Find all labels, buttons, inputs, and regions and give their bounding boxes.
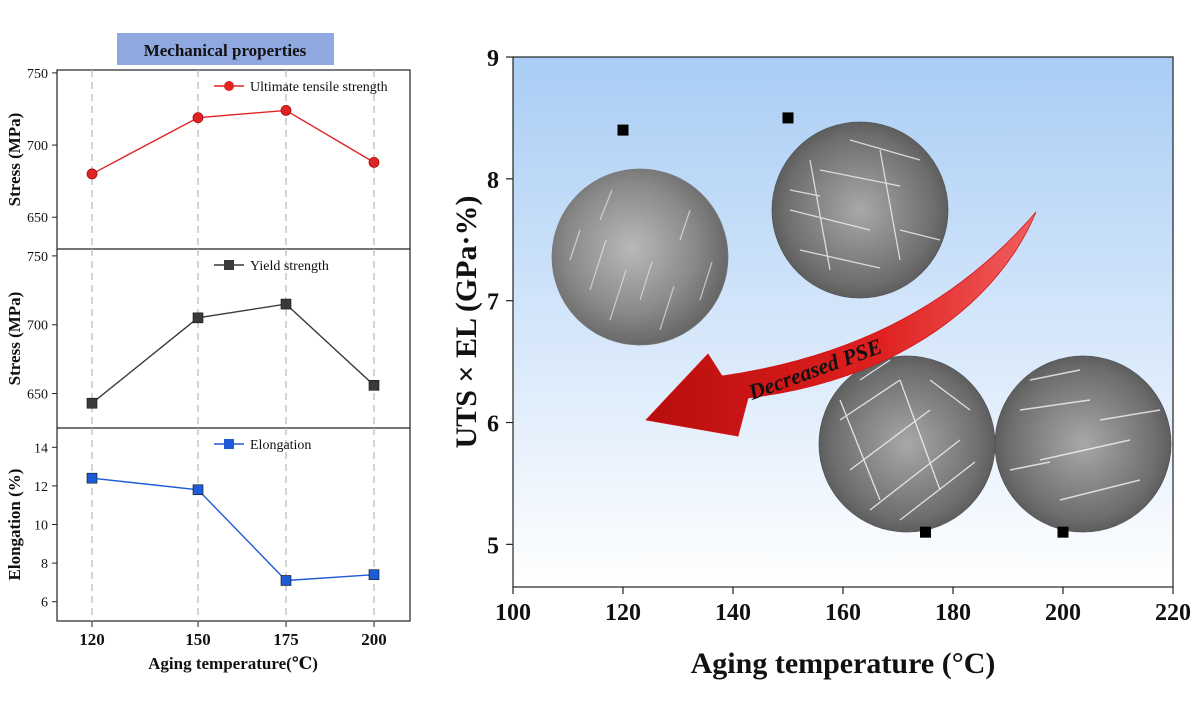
y-tick-label: 9 <box>487 46 499 72</box>
tem-image-175 <box>818 355 996 533</box>
y-tick-label: 750 <box>27 67 48 82</box>
data-point <box>782 112 794 124</box>
y-tick-label: 7 <box>487 290 499 316</box>
x-tick-label: 150 <box>185 630 211 649</box>
x-tick-label: 200 <box>1045 600 1081 626</box>
tem-image-150 <box>771 121 949 299</box>
y-tick-label: 8 <box>487 168 499 194</box>
data-point <box>86 397 98 409</box>
left-header-bg <box>117 33 334 65</box>
left-x-label: Aging temperature(℃) <box>148 654 318 673</box>
y-tick-label: 8 <box>41 557 48 572</box>
y-axis-label: Stress (MPa) <box>5 113 24 207</box>
data-point <box>280 298 292 310</box>
x-tick-label: 120 <box>79 630 105 649</box>
data-point <box>192 484 204 496</box>
x-tick-label: 180 <box>935 600 971 626</box>
data-point <box>86 472 98 484</box>
y-tick-label: 5 <box>487 533 499 559</box>
y-axis-label: Stress (MPa) <box>5 292 24 386</box>
data-point <box>280 105 292 116</box>
tem-image-120 <box>551 168 729 346</box>
data-point <box>192 312 204 324</box>
y-tick-label: 700 <box>27 319 48 334</box>
legend-marker <box>224 260 234 270</box>
right-x-label: Aging temperature (°C) <box>691 647 996 680</box>
y-tick-label: 6 <box>487 412 499 438</box>
data-point <box>617 124 629 136</box>
series-line <box>91 109 375 175</box>
x-tick-label: 200 <box>361 630 387 649</box>
y-tick-label: 650 <box>27 388 48 403</box>
data-point <box>280 575 292 586</box>
x-tick-label: 160 <box>825 600 861 626</box>
y-tick-label: 650 <box>27 211 48 226</box>
y-tick-label: 14 <box>34 441 48 456</box>
x-tick-label: 175 <box>273 630 299 649</box>
legend-label: Elongation <box>250 438 311 453</box>
x-tick-label: 120 <box>605 600 641 626</box>
data-point <box>920 526 931 538</box>
legend-label: Yield strength <box>250 259 329 274</box>
data-point <box>368 380 380 391</box>
subplot-yield: 650 700 750 Stress (MPa) Yield strength <box>5 249 380 428</box>
right-plot: 100 120 140 160 180 200 220 5 6 7 8 9 <box>487 46 1191 626</box>
left-frame <box>56 69 411 622</box>
data-point <box>1057 526 1069 538</box>
data-point <box>368 156 380 168</box>
series-line <box>91 477 375 582</box>
x-tick-label: 140 <box>715 600 751 626</box>
tem-image-200 <box>994 355 1172 533</box>
y-tick-label: 750 <box>27 250 48 265</box>
x-tick-label: 100 <box>495 600 531 626</box>
legend-marker <box>224 81 234 91</box>
y-tick-label: 10 <box>34 519 48 534</box>
right-y-label: UTS × EL (GPa·%) <box>450 196 483 449</box>
y-tick-label: 6 <box>41 596 48 611</box>
y-tick-label: 700 <box>27 139 48 154</box>
y-axis-label: Elongation (%) <box>5 469 24 581</box>
subplot-elongation: 6 8 10 12 14 Elongation (%) Elongation <box>5 428 380 621</box>
left-x-axis: 120 150 175 200 <box>79 621 387 649</box>
x-tick-label: 220 <box>1155 600 1191 626</box>
data-point <box>86 168 98 180</box>
legend-label: Ultimate tensile strength <box>250 80 388 95</box>
subplot-uts: 650 700 750 Stress (MPa) Ultimate tensile st… <box>5 67 388 249</box>
left-header: Mechanical properties <box>144 41 307 60</box>
series-line <box>91 303 375 404</box>
y-tick-label: 12 <box>34 480 48 495</box>
legend-marker <box>224 439 234 449</box>
data-point <box>192 112 204 124</box>
data-point <box>368 569 380 580</box>
